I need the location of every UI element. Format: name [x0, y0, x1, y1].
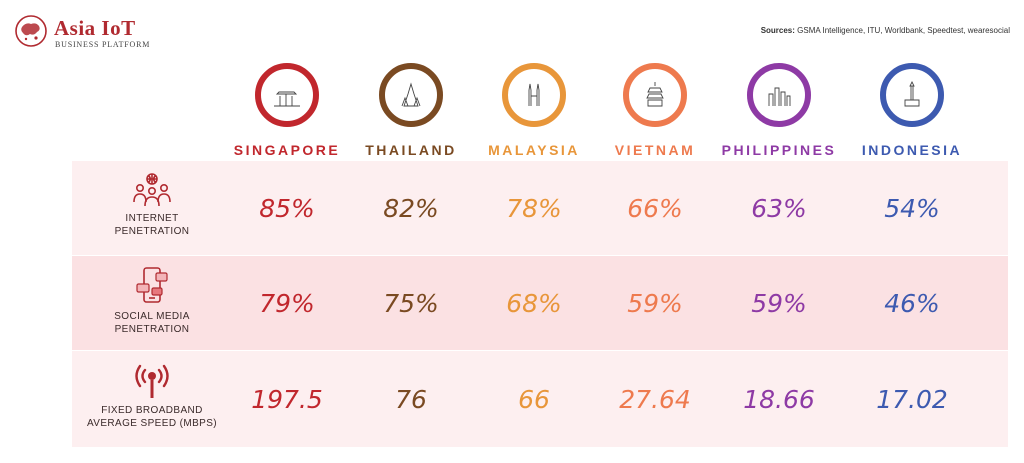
- row-broadband-background: [72, 351, 1008, 447]
- metric-internet-penetration: INTERNET PENETRATION: [72, 172, 232, 238]
- metric-value: 85%: [259, 194, 315, 223]
- metric-fixed-broadband: FIXED BROADBAND AVERAGE SPEED (MBPS): [72, 364, 232, 430]
- metric-value: 54%: [884, 194, 940, 223]
- petronas-towers-icon: [502, 63, 566, 127]
- asia-map-logo-icon: [15, 15, 47, 47]
- metric-value: 66%: [627, 194, 683, 223]
- country-name: SINGAPORE: [233, 142, 341, 158]
- brand-subtitle: BUSINESS PLATFORM: [55, 40, 151, 49]
- metric-value: 76: [395, 385, 427, 414]
- sources-note: Sources: GSMA Intelligence, ITU, Worldba…: [761, 26, 1010, 35]
- metric-value: 59%: [751, 289, 807, 318]
- broadband-antenna-icon: [135, 364, 169, 398]
- metric-value: 17.02: [876, 385, 948, 414]
- row-internet-background: [72, 161, 1008, 255]
- country-name: MALAYSIA: [488, 142, 580, 158]
- brand-title: Asia IoT: [54, 16, 136, 40]
- country-header-thailand: THAILAND: [341, 62, 481, 158]
- country-header-indonesia: INDONESIA: [842, 62, 982, 158]
- metric-value: 63%: [751, 194, 807, 223]
- metric-value: 82%: [383, 194, 439, 223]
- country-header-malaysia: MALAYSIA: [464, 62, 604, 158]
- row-social-background: [72, 256, 1008, 350]
- metric-value: 75%: [383, 289, 439, 318]
- metric-value: 68%: [506, 289, 562, 318]
- metric-value: 78%: [506, 194, 562, 223]
- metric-value: 27.64: [619, 385, 691, 414]
- internet-users-icon: [133, 173, 171, 207]
- manila-skyline-icon: [747, 63, 811, 127]
- pagoda-icon: [623, 63, 687, 127]
- metric-value: 197.5: [251, 385, 323, 414]
- social-media-phone-icon: [136, 267, 168, 303]
- country-header-vietnam: VIETNAM: [585, 62, 725, 158]
- metric-label-social: SOCIAL MEDIA PENETRATION: [114, 311, 190, 335]
- country-header-philippines: PHILIPPINES: [709, 62, 849, 158]
- metric-value: 66: [518, 385, 550, 414]
- marina-bay-sands-icon: [255, 63, 319, 127]
- country-name: VIETNAM: [614, 142, 696, 158]
- metric-value: 59%: [627, 289, 683, 318]
- metric-label-internet: INTERNET PENETRATION: [114, 213, 190, 237]
- country-name: PHILIPPINES: [721, 142, 837, 158]
- metric-value: 46%: [884, 289, 940, 318]
- wat-arun-icon: [379, 63, 443, 127]
- sources-text: GSMA Intelligence, ITU, Worldbank, Speed…: [797, 26, 1010, 35]
- metric-value: 18.66: [743, 385, 815, 414]
- country-name: INDONESIA: [861, 142, 963, 158]
- monas-icon: [880, 63, 944, 127]
- country-header-singapore: SINGAPORE: [217, 62, 357, 158]
- metric-value: 79%: [259, 289, 315, 318]
- brand-logo: Asia IoT BUSINESS PLATFORM: [14, 14, 204, 54]
- metric-social-media-penetration: SOCIAL MEDIA PENETRATION: [72, 266, 232, 336]
- sources-label: Sources:: [760, 26, 795, 35]
- country-name: THAILAND: [365, 142, 457, 158]
- metric-label-broadband: FIXED BROADBAND AVERAGE SPEED (MBPS): [86, 405, 218, 429]
